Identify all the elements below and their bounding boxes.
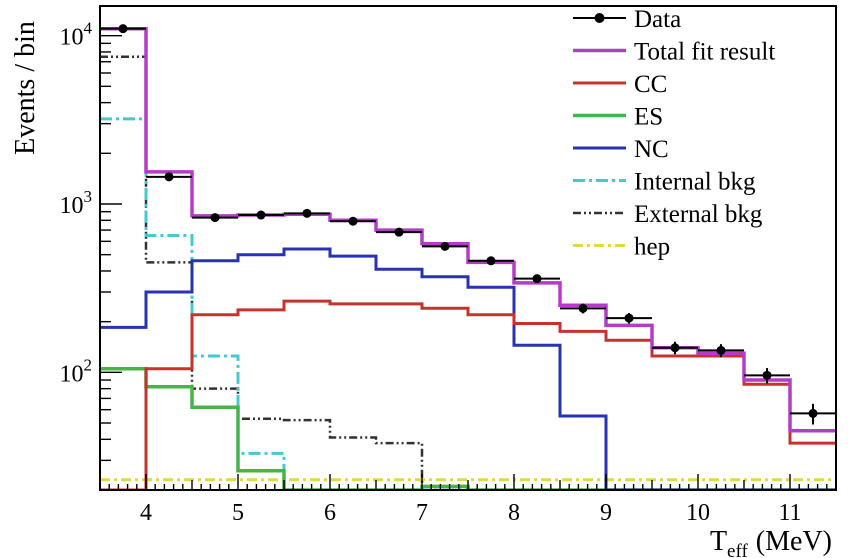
- y-tick-base: 10: [60, 361, 84, 387]
- y-tick-base: 10: [60, 193, 84, 219]
- legend-label-data: Data: [634, 6, 681, 33]
- y-tick-label: 104: [60, 19, 93, 51]
- legend-data-marker: [594, 13, 605, 23]
- x-axis-title-main: T: [710, 526, 727, 557]
- x-tick-label: 7: [416, 500, 428, 526]
- series-nc-line: [100, 247, 836, 490]
- legend-label-total: Total fit result: [634, 39, 775, 66]
- legend-label-cc: CC: [634, 71, 667, 98]
- legend-label-hep: hep: [634, 234, 670, 261]
- x-tick-label: 9: [600, 500, 612, 526]
- data-point: [808, 408, 818, 418]
- data-point: [256, 210, 266, 220]
- legend-label-es: ES: [634, 104, 663, 131]
- y-tick-exponent: 3: [84, 187, 93, 206]
- data-point: [486, 256, 496, 266]
- data-points: [100, 24, 836, 425]
- x-tick-label: 10: [686, 500, 710, 526]
- data-point: [118, 24, 128, 34]
- y-tick-base: 10: [60, 25, 84, 51]
- data-point: [210, 213, 220, 223]
- data-point: [394, 227, 404, 237]
- y-axis-title: Events / bin: [10, 21, 41, 155]
- data-point: [624, 313, 634, 323]
- series-external-line: [100, 55, 836, 490]
- data-point: [716, 345, 726, 355]
- legend: Data Total fit result CC ES NC Internal bkg Ex…: [573, 6, 775, 261]
- legend-label-internal: Internal bkg: [634, 169, 756, 196]
- x-tick-label: 8: [508, 500, 520, 526]
- x-tick-label: 11: [778, 500, 801, 526]
- legend-label-nc: NC: [634, 136, 669, 163]
- x-axis-title: Teff (MeV): [710, 526, 832, 558]
- data-point: [762, 370, 772, 380]
- y-tick-exponent: 4: [84, 19, 93, 38]
- data-point: [532, 274, 542, 284]
- x-axis-title-unit: (MeV): [756, 526, 832, 557]
- data-point: [348, 216, 358, 226]
- series-cc-line: [100, 299, 836, 490]
- legend-label-external: External bkg: [634, 201, 763, 228]
- data-point: [670, 343, 680, 353]
- y-tick-exponent: 2: [84, 355, 93, 374]
- data-point: [578, 303, 588, 313]
- axis-titles: Teff (MeV) Events / bin: [10, 21, 832, 558]
- data-point: [302, 208, 312, 218]
- x-tick-label: 5: [232, 500, 244, 526]
- data-point: [164, 172, 174, 182]
- series-es-line: [100, 367, 836, 490]
- y-tick-label: 103: [60, 187, 93, 219]
- x-tick-label: 6: [324, 500, 336, 526]
- series-total-line: [100, 26, 836, 433]
- y-tick-label: 102: [60, 355, 93, 387]
- histogram-series: [100, 26, 836, 490]
- x-tick-label: 4: [140, 500, 152, 526]
- x-axis-title-sub: eff: [727, 541, 748, 558]
- data-point: [440, 241, 450, 251]
